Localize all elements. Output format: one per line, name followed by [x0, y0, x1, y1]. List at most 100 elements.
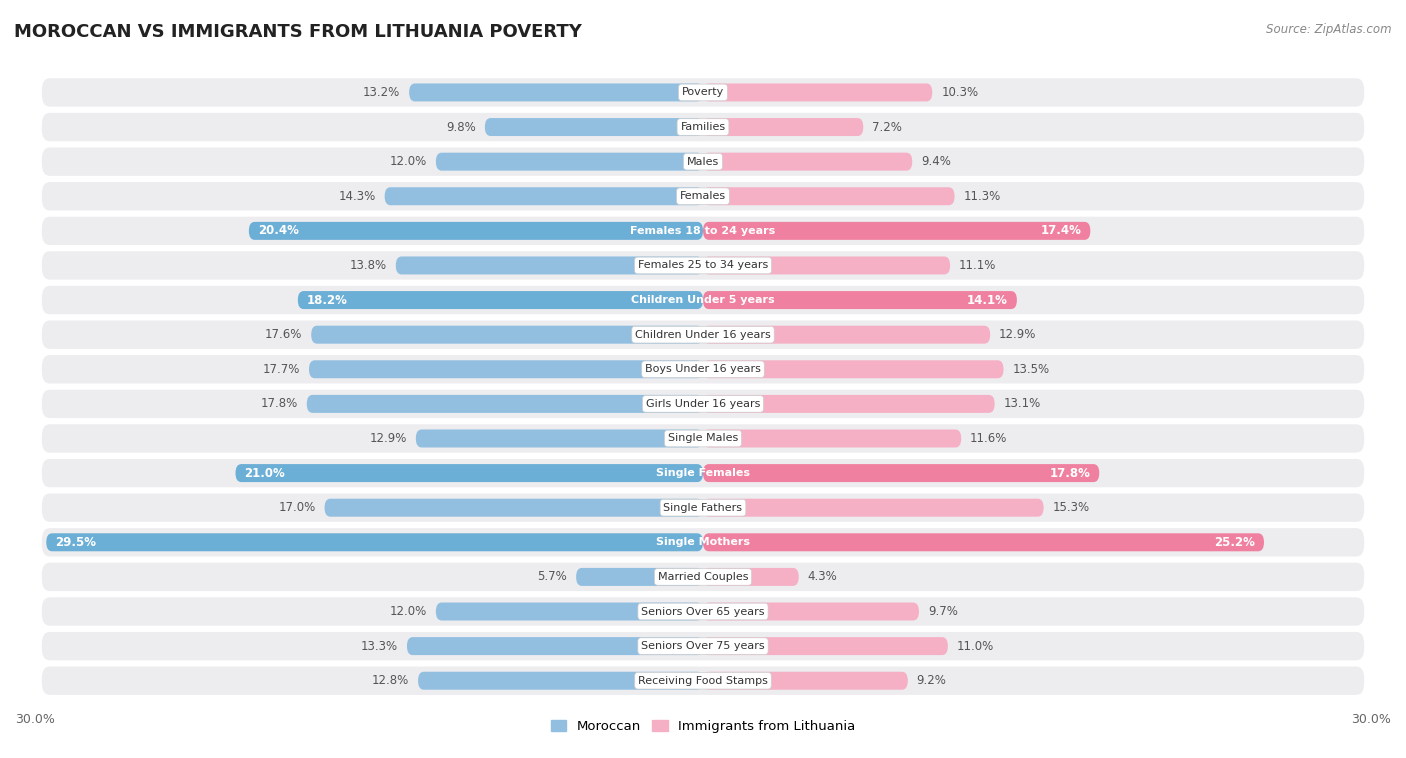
FancyBboxPatch shape	[42, 632, 1364, 660]
Text: 13.3%: 13.3%	[361, 640, 398, 653]
Text: MOROCCAN VS IMMIGRANTS FROM LITHUANIA POVERTY: MOROCCAN VS IMMIGRANTS FROM LITHUANIA PO…	[14, 23, 582, 41]
Text: Boys Under 16 years: Boys Under 16 years	[645, 365, 761, 374]
Text: 9.8%: 9.8%	[446, 121, 475, 133]
Text: 11.1%: 11.1%	[959, 259, 997, 272]
FancyBboxPatch shape	[703, 603, 920, 621]
Text: Children Under 5 years: Children Under 5 years	[631, 295, 775, 305]
Text: 17.6%: 17.6%	[264, 328, 302, 341]
Text: 13.1%: 13.1%	[1004, 397, 1040, 410]
Text: Seniors Over 75 years: Seniors Over 75 years	[641, 641, 765, 651]
FancyBboxPatch shape	[703, 534, 1264, 551]
Text: 12.0%: 12.0%	[389, 155, 427, 168]
FancyBboxPatch shape	[418, 672, 703, 690]
FancyBboxPatch shape	[409, 83, 703, 102]
Text: 12.8%: 12.8%	[373, 674, 409, 688]
FancyBboxPatch shape	[311, 326, 703, 343]
FancyBboxPatch shape	[307, 395, 703, 413]
Text: 11.6%: 11.6%	[970, 432, 1008, 445]
FancyBboxPatch shape	[309, 360, 703, 378]
Text: 17.7%: 17.7%	[263, 363, 299, 376]
Text: 9.7%: 9.7%	[928, 605, 957, 618]
FancyBboxPatch shape	[42, 528, 1364, 556]
FancyBboxPatch shape	[42, 459, 1364, 487]
Text: Females 25 to 34 years: Females 25 to 34 years	[638, 261, 768, 271]
FancyBboxPatch shape	[703, 152, 912, 171]
FancyBboxPatch shape	[396, 256, 703, 274]
Text: Single Fathers: Single Fathers	[664, 503, 742, 512]
FancyBboxPatch shape	[325, 499, 703, 517]
Text: 15.3%: 15.3%	[1053, 501, 1090, 514]
FancyBboxPatch shape	[703, 464, 1099, 482]
FancyBboxPatch shape	[42, 597, 1364, 625]
FancyBboxPatch shape	[703, 256, 950, 274]
FancyBboxPatch shape	[703, 360, 1004, 378]
FancyBboxPatch shape	[42, 286, 1364, 315]
FancyBboxPatch shape	[235, 464, 703, 482]
Text: Single Males: Single Males	[668, 434, 738, 443]
Text: 25.2%: 25.2%	[1215, 536, 1256, 549]
Text: 9.4%: 9.4%	[921, 155, 950, 168]
FancyBboxPatch shape	[42, 113, 1364, 141]
FancyBboxPatch shape	[703, 222, 1091, 240]
Text: 13.5%: 13.5%	[1012, 363, 1049, 376]
FancyBboxPatch shape	[42, 251, 1364, 280]
FancyBboxPatch shape	[42, 182, 1364, 211]
Text: 17.8%: 17.8%	[1049, 467, 1091, 480]
Text: 11.0%: 11.0%	[956, 640, 994, 653]
FancyBboxPatch shape	[703, 118, 863, 136]
FancyBboxPatch shape	[703, 326, 990, 343]
FancyBboxPatch shape	[46, 534, 703, 551]
FancyBboxPatch shape	[703, 568, 799, 586]
FancyBboxPatch shape	[249, 222, 703, 240]
Text: Single Females: Single Females	[657, 468, 749, 478]
Text: 21.0%: 21.0%	[245, 467, 285, 480]
Text: Seniors Over 65 years: Seniors Over 65 years	[641, 606, 765, 616]
FancyBboxPatch shape	[703, 672, 908, 690]
Text: Males: Males	[688, 157, 718, 167]
Text: 10.3%: 10.3%	[941, 86, 979, 99]
Text: Poverty: Poverty	[682, 87, 724, 98]
Text: Females 18 to 24 years: Females 18 to 24 years	[630, 226, 776, 236]
FancyBboxPatch shape	[42, 355, 1364, 384]
Text: 12.9%: 12.9%	[370, 432, 406, 445]
FancyBboxPatch shape	[385, 187, 703, 205]
FancyBboxPatch shape	[703, 395, 994, 413]
FancyBboxPatch shape	[703, 637, 948, 655]
Text: 17.0%: 17.0%	[278, 501, 315, 514]
Text: 17.8%: 17.8%	[260, 397, 298, 410]
FancyBboxPatch shape	[42, 390, 1364, 418]
FancyBboxPatch shape	[406, 637, 703, 655]
FancyBboxPatch shape	[42, 148, 1364, 176]
Text: 14.3%: 14.3%	[339, 190, 375, 202]
Text: Married Couples: Married Couples	[658, 572, 748, 582]
FancyBboxPatch shape	[42, 321, 1364, 349]
Text: 17.4%: 17.4%	[1040, 224, 1081, 237]
Text: Females: Females	[681, 191, 725, 202]
FancyBboxPatch shape	[703, 499, 1043, 517]
Text: 9.2%: 9.2%	[917, 674, 946, 688]
Text: Receiving Food Stamps: Receiving Food Stamps	[638, 675, 768, 686]
Text: 18.2%: 18.2%	[307, 293, 347, 306]
Text: Single Mothers: Single Mothers	[657, 537, 749, 547]
Text: 20.4%: 20.4%	[257, 224, 298, 237]
Text: 12.9%: 12.9%	[1000, 328, 1036, 341]
Text: Girls Under 16 years: Girls Under 16 years	[645, 399, 761, 409]
FancyBboxPatch shape	[42, 493, 1364, 522]
Text: Source: ZipAtlas.com: Source: ZipAtlas.com	[1267, 23, 1392, 36]
FancyBboxPatch shape	[298, 291, 703, 309]
Text: 29.5%: 29.5%	[55, 536, 96, 549]
FancyBboxPatch shape	[703, 187, 955, 205]
FancyBboxPatch shape	[436, 152, 703, 171]
FancyBboxPatch shape	[42, 424, 1364, 453]
FancyBboxPatch shape	[42, 78, 1364, 107]
Text: 14.1%: 14.1%	[967, 293, 1008, 306]
FancyBboxPatch shape	[42, 562, 1364, 591]
Text: 5.7%: 5.7%	[537, 571, 567, 584]
Text: 11.3%: 11.3%	[963, 190, 1001, 202]
Text: Families: Families	[681, 122, 725, 132]
Text: 13.2%: 13.2%	[363, 86, 401, 99]
Text: Children Under 16 years: Children Under 16 years	[636, 330, 770, 340]
FancyBboxPatch shape	[42, 666, 1364, 695]
Legend: Moroccan, Immigrants from Lithuania: Moroccan, Immigrants from Lithuania	[551, 720, 855, 733]
Text: 13.8%: 13.8%	[350, 259, 387, 272]
